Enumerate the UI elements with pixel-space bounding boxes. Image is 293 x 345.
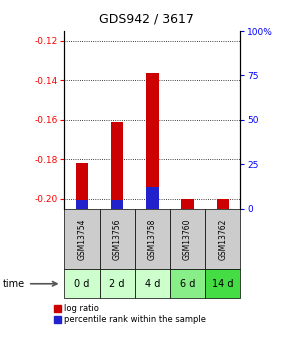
Text: GSM13758: GSM13758	[148, 218, 157, 259]
Bar	[135, 209, 170, 269]
Bar	[217, 199, 229, 209]
Text: GSM13760: GSM13760	[183, 218, 192, 260]
Text: GDS942 / 3617: GDS942 / 3617	[99, 12, 194, 25]
Bar	[76, 200, 88, 209]
Bar	[135, 269, 170, 298]
Bar	[100, 269, 135, 298]
Legend: log ratio, percentile rank within the sample: log ratio, percentile rank within the sa…	[54, 304, 206, 324]
Bar	[100, 209, 135, 269]
Text: time: time	[3, 279, 25, 289]
Text: 14 d: 14 d	[212, 279, 234, 289]
Bar	[111, 122, 123, 209]
Text: GSM13754: GSM13754	[78, 218, 86, 260]
Text: 2 d: 2 d	[110, 279, 125, 289]
Bar	[170, 269, 205, 298]
Text: 0 d: 0 d	[74, 279, 90, 289]
Bar	[181, 199, 194, 209]
Bar	[146, 187, 159, 209]
Bar	[205, 269, 240, 298]
Text: 4 d: 4 d	[145, 279, 160, 289]
Text: GSM13756: GSM13756	[113, 218, 122, 260]
Bar	[170, 209, 205, 269]
Bar	[76, 163, 88, 209]
Bar	[64, 209, 100, 269]
Text: 6 d: 6 d	[180, 279, 195, 289]
Bar	[64, 269, 100, 298]
Bar	[146, 72, 159, 209]
Bar	[205, 209, 240, 269]
Text: GSM13762: GSM13762	[218, 218, 227, 259]
Bar	[111, 200, 123, 209]
